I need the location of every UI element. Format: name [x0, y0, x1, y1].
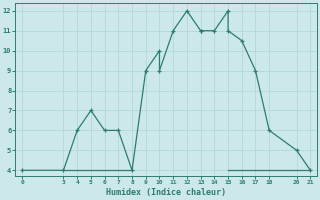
X-axis label: Humidex (Indice chaleur): Humidex (Indice chaleur): [106, 188, 226, 197]
